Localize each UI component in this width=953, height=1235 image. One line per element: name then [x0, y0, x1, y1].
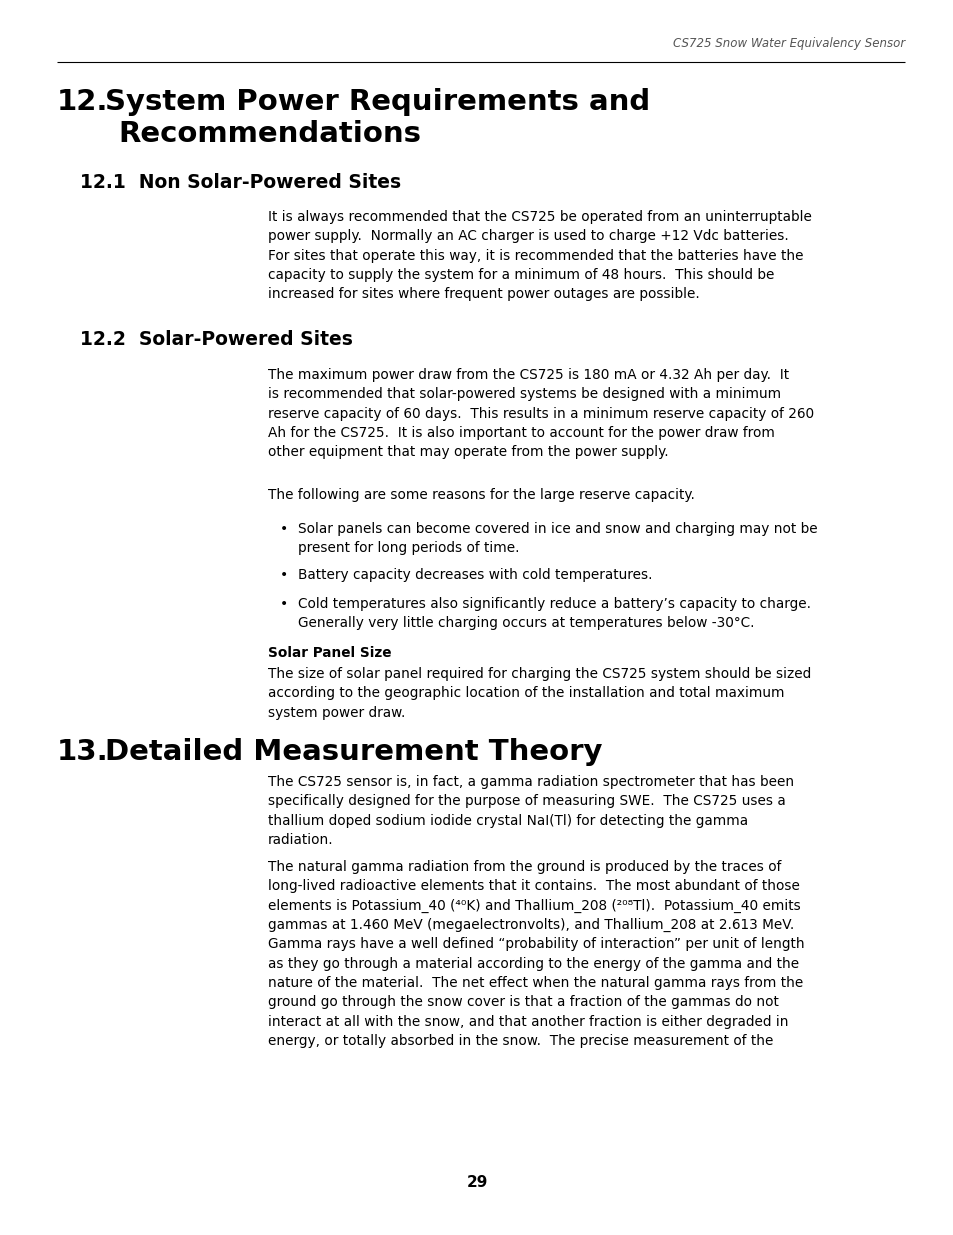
Text: Cold temperatures also significantly reduce a battery’s capacity to charge.
Gene: Cold temperatures also significantly red… — [297, 597, 810, 630]
Text: The CS725 sensor is, in fact, a gamma radiation spectrometer that has been
speci: The CS725 sensor is, in fact, a gamma ra… — [268, 776, 793, 847]
Text: Recommendations: Recommendations — [118, 120, 420, 148]
Text: •: • — [280, 568, 288, 582]
Text: The size of solar panel required for charging the CS725 system should be sized
a: The size of solar panel required for cha… — [268, 667, 810, 720]
Text: •: • — [280, 597, 288, 611]
Text: Detailed Measurement Theory: Detailed Measurement Theory — [105, 739, 602, 766]
Text: 13.: 13. — [57, 739, 109, 766]
Text: 12.1  Non Solar-Powered Sites: 12.1 Non Solar-Powered Sites — [80, 173, 400, 191]
Text: 29: 29 — [466, 1174, 487, 1191]
Text: It is always recommended that the CS725 be operated from an uninterruptable
powe: It is always recommended that the CS725 … — [268, 210, 811, 301]
Text: The following are some reasons for the large reserve capacity.: The following are some reasons for the l… — [268, 488, 694, 501]
Text: CS725 Snow Water Equivalency Sensor: CS725 Snow Water Equivalency Sensor — [672, 37, 904, 49]
Text: 12.: 12. — [57, 88, 109, 116]
Text: The maximum power draw from the CS725 is 180 mA or 4.32 Ah per day.  It
is recom: The maximum power draw from the CS725 is… — [268, 368, 813, 459]
Text: The natural gamma radiation from the ground is produced by the traces of
long-li: The natural gamma radiation from the gro… — [268, 860, 803, 1047]
Text: Solar panels can become covered in ice and snow and charging may not be
present : Solar panels can become covered in ice a… — [297, 522, 817, 556]
Text: Solar Panel Size: Solar Panel Size — [268, 646, 391, 659]
Text: System Power Requirements and: System Power Requirements and — [105, 88, 650, 116]
Text: 12.2  Solar-Powered Sites: 12.2 Solar-Powered Sites — [80, 330, 353, 350]
Text: Battery capacity decreases with cold temperatures.: Battery capacity decreases with cold tem… — [297, 568, 652, 582]
Text: •: • — [280, 522, 288, 536]
